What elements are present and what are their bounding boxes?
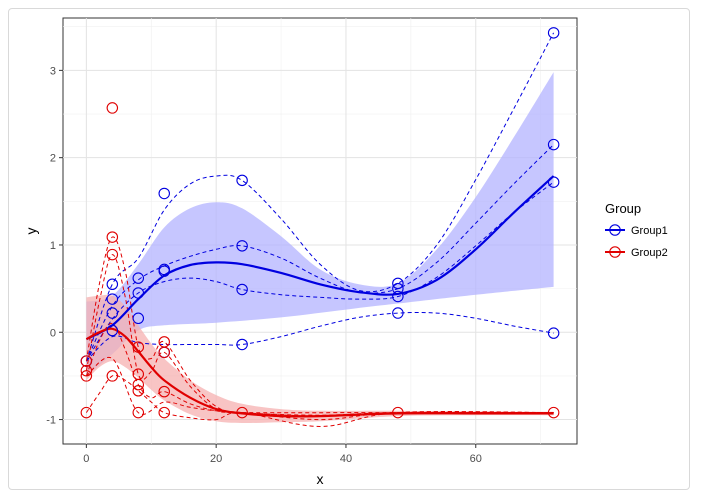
y-tick-label: 2 <box>50 153 56 165</box>
point-group1 <box>158 187 170 200</box>
point-group1 <box>392 307 404 319</box>
curve-group1-1 <box>85 144 554 362</box>
curve-group2-2 <box>85 322 554 421</box>
point-group2 <box>158 346 170 359</box>
point-group2 <box>132 378 145 391</box>
point-group2 <box>80 406 93 419</box>
curve-group1-0 <box>85 32 555 362</box>
x-axis-label: x <box>317 471 324 487</box>
fit-group1 <box>85 175 555 341</box>
confidence-bands <box>86 72 554 424</box>
fit-lines <box>85 175 555 418</box>
point-group1 <box>547 138 560 151</box>
legend-key-point <box>609 224 621 236</box>
point-group1 <box>392 277 404 290</box>
point-group1 <box>132 287 145 299</box>
point-group1 <box>106 324 119 337</box>
legend: Group Group1 Group2 <box>605 201 668 259</box>
fit-group2 <box>85 327 554 418</box>
point-group1 <box>236 338 248 351</box>
point-group1 <box>236 283 248 296</box>
y-tick-label: 0 <box>50 327 56 339</box>
point-group2 <box>106 248 119 261</box>
point-group1 <box>547 327 560 339</box>
point-group1 <box>132 272 145 284</box>
legend-entry-group2: Group2 <box>605 246 668 259</box>
legend-key-point <box>609 246 621 258</box>
point-group1 <box>106 293 119 305</box>
point-group2 <box>106 231 119 243</box>
point-group1 <box>236 240 248 252</box>
x-axis-ticks: 0 20 40 60 <box>83 444 482 465</box>
individual-curves <box>85 32 555 428</box>
data-points <box>80 27 560 419</box>
point-group2 <box>132 341 145 353</box>
x-tick-label: 0 <box>83 453 89 465</box>
point-group2 <box>80 370 93 382</box>
point-group1 <box>236 174 248 187</box>
y-axis-label: y <box>23 228 39 235</box>
x-tick-label: 40 <box>340 453 352 465</box>
legend-label: Group2 <box>631 247 668 259</box>
point-group2 <box>547 406 560 419</box>
point-group1 <box>392 282 404 295</box>
legend-label: Group1 <box>631 225 668 237</box>
curve-group2-1 <box>85 254 554 417</box>
point-group2 <box>80 355 93 367</box>
y-tick-label: -1 <box>46 415 56 427</box>
point-group1 <box>158 265 170 277</box>
x-tick-label: 60 <box>470 453 482 465</box>
y-tick-label: 3 <box>50 65 56 77</box>
point-group1 <box>547 27 560 39</box>
point-group2 <box>392 406 404 419</box>
point-group1 <box>132 312 145 325</box>
point-group1 <box>392 290 404 303</box>
point-group1 <box>106 307 119 319</box>
point-group2 <box>106 370 119 382</box>
x-tick-label: 20 <box>210 453 222 465</box>
y-tick-label: 1 <box>50 240 56 252</box>
curve-group2-3 <box>85 374 554 428</box>
point-group2 <box>132 406 145 419</box>
curve-group1-3 <box>86 311 554 362</box>
legend-title: Group <box>605 201 641 216</box>
point-group2 <box>158 385 170 398</box>
point-group2 <box>106 102 119 114</box>
point-group1 <box>547 176 560 188</box>
point-group2 <box>80 364 93 377</box>
point-group1 <box>106 278 119 290</box>
point-group2 <box>158 406 170 419</box>
band-group2 <box>86 294 554 424</box>
band-group1 <box>86 72 554 376</box>
curve-group1-2 <box>85 181 554 362</box>
legend-entry-group1: Group1 <box>605 224 668 237</box>
y-axis-ticks: -1 0 1 2 3 <box>46 65 63 427</box>
point-group2 <box>132 384 145 397</box>
point-group2 <box>236 406 248 419</box>
